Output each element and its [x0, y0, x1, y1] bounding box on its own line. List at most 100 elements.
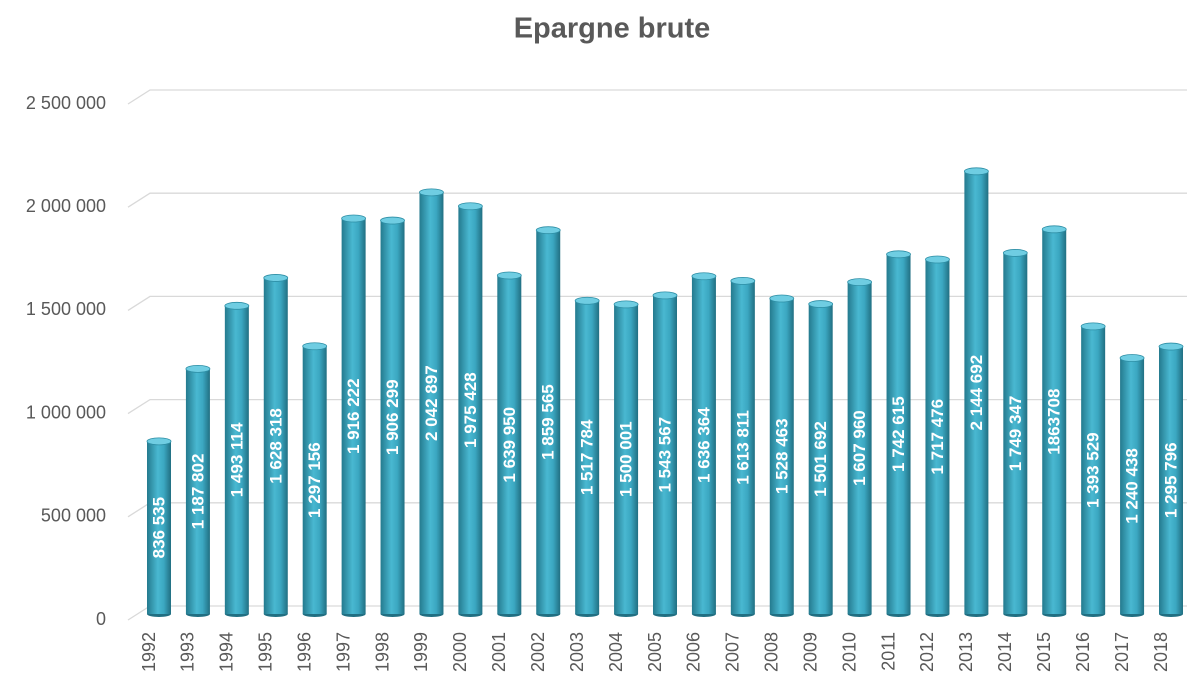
bar	[380, 220, 405, 614]
x-tick-label: 1998	[372, 632, 392, 672]
value-label: 1 500 001	[617, 421, 636, 497]
bar-cap	[613, 300, 639, 309]
bar-cap	[496, 271, 522, 280]
bar-cap	[1119, 354, 1145, 362]
value-label: 1 393 529	[1084, 432, 1103, 508]
value-label: 1 636 364	[694, 407, 713, 483]
bar	[886, 254, 911, 614]
bar-cap	[1158, 342, 1184, 351]
value-label: 1 916 222	[344, 378, 363, 454]
value-label: 1 906 299	[383, 379, 402, 455]
chart-title: Epargne brute	[514, 13, 711, 45]
grid-line	[127, 192, 1187, 208]
x-tick-label: 2012	[917, 632, 937, 672]
bar-cap	[341, 214, 367, 223]
value-label: 1 493 114	[227, 422, 246, 497]
bar-cap	[302, 342, 328, 351]
bar	[1081, 326, 1106, 614]
bar	[691, 276, 716, 614]
bar-cap	[925, 255, 950, 264]
bar-cap	[380, 216, 405, 225]
x-tick-label: 2010	[839, 632, 859, 672]
bar	[458, 206, 483, 614]
x-tick-label: 2015	[1034, 632, 1054, 672]
bar	[1042, 229, 1067, 614]
x-tick-label: 2005	[645, 632, 665, 672]
x-tick-label: 1994	[217, 632, 237, 672]
value-label: 1 295 796	[1161, 442, 1180, 518]
value-label: 1863708	[1045, 389, 1064, 455]
x-tick-label: 2011	[878, 632, 898, 671]
bar	[769, 298, 794, 614]
bar	[730, 280, 755, 614]
value-label: 1 528 463	[772, 418, 791, 494]
bar-cap	[808, 300, 834, 308]
value-label: 1 717 476	[928, 399, 947, 475]
x-tick-label: 2002	[528, 632, 548, 672]
bar-cap	[1041, 225, 1067, 234]
bar	[808, 304, 833, 614]
y-tick-label: 2 500 000	[26, 93, 106, 113]
bar	[575, 300, 600, 614]
value-label: 2 042 897	[422, 365, 441, 441]
bar	[536, 230, 561, 614]
bar-cap	[1002, 249, 1028, 257]
bar-cap	[574, 296, 600, 305]
bar-cap	[730, 277, 756, 285]
x-tick-label: 1999	[411, 632, 431, 672]
value-label: 1 543 567	[655, 417, 674, 493]
x-tick-label: 1993	[178, 632, 198, 672]
x-tick-label: 1996	[294, 632, 314, 672]
bar-cap	[652, 291, 678, 300]
bar	[147, 441, 171, 614]
bar	[341, 218, 366, 615]
value-label: 1 517 784	[578, 419, 597, 495]
value-label: 1 613 811	[733, 410, 752, 485]
bar-cap	[691, 272, 717, 281]
x-tick-label: 2008	[762, 632, 782, 672]
bar-cap	[419, 188, 444, 197]
value-label: 1 187 802	[188, 454, 207, 530]
value-label: 1 501 692	[811, 421, 830, 497]
value-label: 836 535	[149, 497, 168, 558]
bar-cap	[1080, 322, 1106, 331]
y-tick-label: 2 000 000	[26, 196, 106, 216]
x-tick-label: 2014	[995, 632, 1015, 672]
x-tick-label: 1997	[333, 632, 353, 672]
x-tick-label: 2009	[800, 632, 820, 672]
x-tick-label: 2006	[684, 632, 704, 672]
bar-cap	[535, 226, 561, 235]
value-label: 1 607 960	[850, 410, 869, 486]
value-label: 1 639 950	[500, 407, 519, 483]
bar	[224, 305, 249, 614]
bar	[185, 368, 210, 614]
bar-cap	[185, 364, 211, 373]
bar-cap	[224, 301, 250, 310]
bar	[1120, 357, 1145, 614]
x-tick-label: 1995	[256, 632, 276, 672]
x-tick-label: 1992	[139, 632, 159, 672]
bar-cap	[886, 250, 911, 259]
y-tick-label: 0	[96, 609, 106, 629]
grid-line	[127, 398, 1187, 415]
grid-line	[127, 89, 1187, 105]
bar	[1003, 252, 1028, 614]
value-label: 1 240 438	[1123, 448, 1142, 524]
y-tick-label: 1 000 000	[26, 402, 106, 422]
x-tick-label: 2004	[606, 632, 626, 672]
x-tick-label: 2013	[956, 632, 976, 672]
bar	[263, 277, 288, 614]
value-label: 1 859 565	[539, 384, 558, 460]
bar-cap	[847, 278, 873, 287]
bar	[653, 295, 677, 614]
x-tick-label: 2001	[489, 632, 509, 672]
x-tick-label: 2007	[723, 632, 743, 672]
bar-cap	[457, 202, 483, 211]
bar-cap	[769, 294, 795, 303]
value-label: 1 628 318	[266, 408, 285, 484]
bar	[1159, 346, 1183, 614]
y-tick-label: 1 500 000	[26, 299, 106, 319]
x-tick-label: 2016	[1073, 632, 1093, 672]
bar-cap	[963, 167, 989, 176]
